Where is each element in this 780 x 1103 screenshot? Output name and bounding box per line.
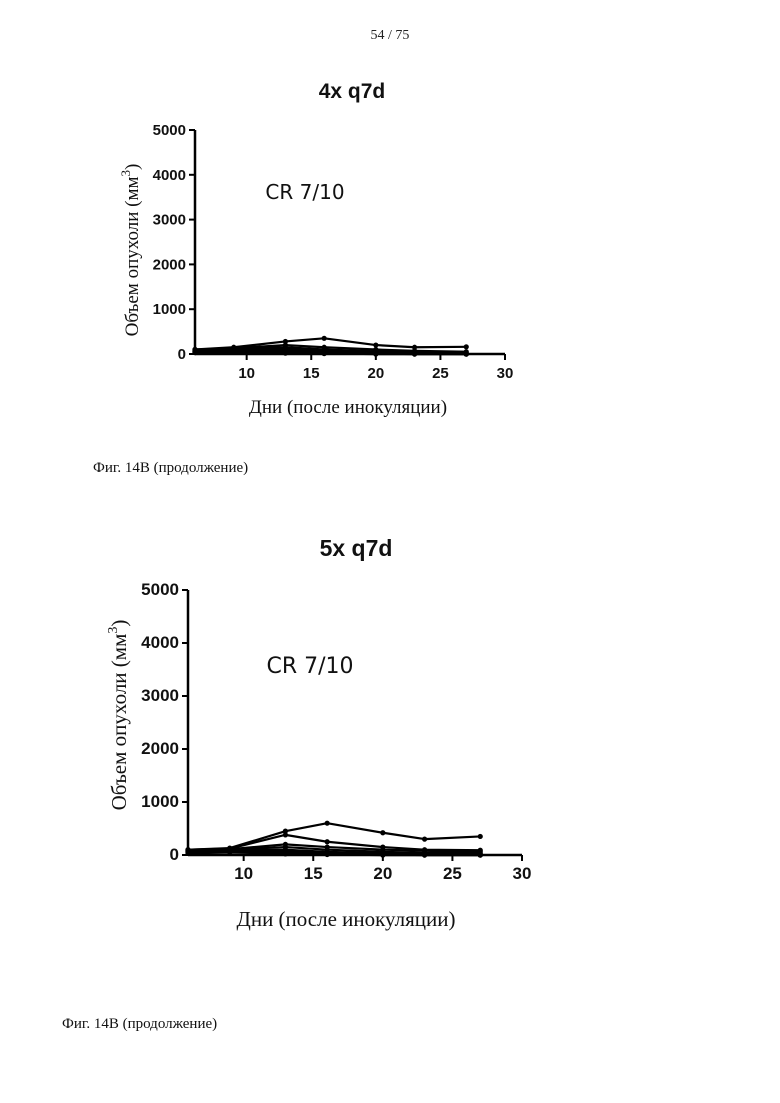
y-axis-label: Объем опухоли (мм3) — [106, 620, 131, 811]
y-tick-label: 1000 — [141, 792, 179, 811]
data-point — [380, 830, 385, 835]
plot-area: 0 1000 2000 3000 4000 5000 10 15 20 25 30 — [141, 580, 531, 883]
chart-annotation: CR 7/10 — [265, 180, 344, 204]
y-tick-label: 3000 — [153, 212, 186, 229]
x-tick-label: 10 — [238, 365, 255, 382]
data-point — [422, 837, 427, 842]
data-point — [373, 342, 378, 347]
y-axis-label-main: Объем опухоли (мм — [122, 176, 143, 336]
data-point — [185, 851, 190, 856]
y-axis-label-main: Объем опухоли (мм — [107, 634, 131, 811]
x-tick-label: 15 — [304, 864, 323, 883]
chart-annotation: CR 7/10 — [266, 654, 353, 679]
data-point — [231, 349, 236, 354]
x-tick-label: 25 — [443, 864, 462, 883]
y-tick-label: 2000 — [153, 256, 186, 273]
data-point — [412, 351, 417, 356]
data-point — [464, 351, 469, 356]
y-tick-label: 3000 — [141, 686, 179, 705]
y-tick-label: 5000 — [153, 122, 186, 139]
y-tick-label: 0 — [170, 845, 179, 864]
series-line-1 — [188, 823, 480, 850]
chart-svg-2: 5x q7d CR 7/10 0 1000 2000 3000 4000 5000 10 15… — [0, 520, 780, 940]
plot-area: 0 1000 2000 3000 4000 5000 10 15 20 25 30 — [153, 122, 514, 382]
data-point — [283, 832, 288, 837]
data-point — [325, 852, 330, 857]
x-tick-label: 30 — [513, 864, 532, 883]
chart-4x-q7d: 4x q7d CR 7/10 0 1000 2000 3000 4000 5000 10 15… — [0, 60, 780, 430]
chart-title: 5x q7d — [320, 535, 393, 561]
x-tick-label: 15 — [303, 365, 320, 382]
data-point — [322, 351, 327, 356]
x-tick-label: 10 — [234, 864, 253, 883]
y-tick-label: 4000 — [141, 633, 179, 652]
y-axis-label: Объем опухоли (мм3) — [118, 164, 143, 337]
x-tick-label: 20 — [373, 864, 392, 883]
data-point — [283, 351, 288, 356]
data-point — [422, 852, 427, 857]
y-tick-label: 0 — [178, 346, 186, 363]
x-tick-label: 25 — [432, 365, 449, 382]
y-axis-label-close: ) — [107, 620, 131, 627]
y-axis-label-sup: 3 — [106, 627, 121, 634]
page-number: 54 / 75 — [0, 28, 780, 44]
y-tick-label: 2000 — [141, 739, 179, 758]
figure-caption-1: Фиг. 14В (продолжение) — [93, 460, 248, 477]
chart-svg-1: 4x q7d CR 7/10 0 1000 2000 3000 4000 5000 10 15… — [0, 60, 780, 430]
data-point — [464, 344, 469, 349]
data-point — [283, 851, 288, 856]
data-point — [373, 351, 378, 356]
x-axis-label: Дни (после инокуляции) — [249, 397, 447, 418]
data-point — [325, 839, 330, 844]
data-point — [380, 852, 385, 857]
x-tick-label: 30 — [497, 365, 514, 382]
data-point — [478, 834, 483, 839]
x-tick-label: 20 — [367, 365, 384, 382]
data-point — [192, 350, 197, 355]
y-axis-label-close: ) — [122, 164, 143, 170]
y-tick-label: 5000 — [141, 580, 179, 599]
y-tick-label: 1000 — [153, 301, 186, 318]
chart-5x-q7d: 5x q7d CR 7/10 0 1000 2000 3000 4000 5000 10 15… — [0, 520, 780, 940]
data-point — [325, 821, 330, 826]
y-tick-label: 4000 — [153, 167, 186, 184]
x-axis-label: Дни (после инокуляции) — [237, 907, 456, 931]
figure-caption-2: Фиг. 14В (продолжение) — [62, 1016, 217, 1033]
data-point — [227, 850, 232, 855]
data-point — [478, 852, 483, 857]
data-point — [322, 336, 327, 341]
chart-title: 4x q7d — [319, 80, 386, 103]
